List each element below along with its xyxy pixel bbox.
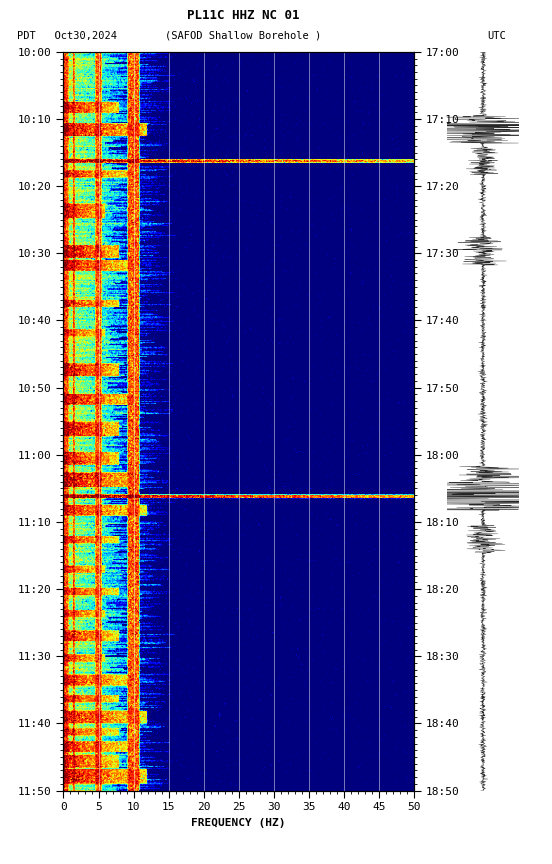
Text: PL11C HHZ NC 01: PL11C HHZ NC 01 [187,9,299,22]
Text: (SAFOD Shallow Borehole ): (SAFOD Shallow Borehole ) [164,30,321,41]
Text: UTC: UTC [487,30,506,41]
X-axis label: FREQUENCY (HZ): FREQUENCY (HZ) [192,818,286,828]
Text: PDT   Oct30,2024: PDT Oct30,2024 [17,30,116,41]
